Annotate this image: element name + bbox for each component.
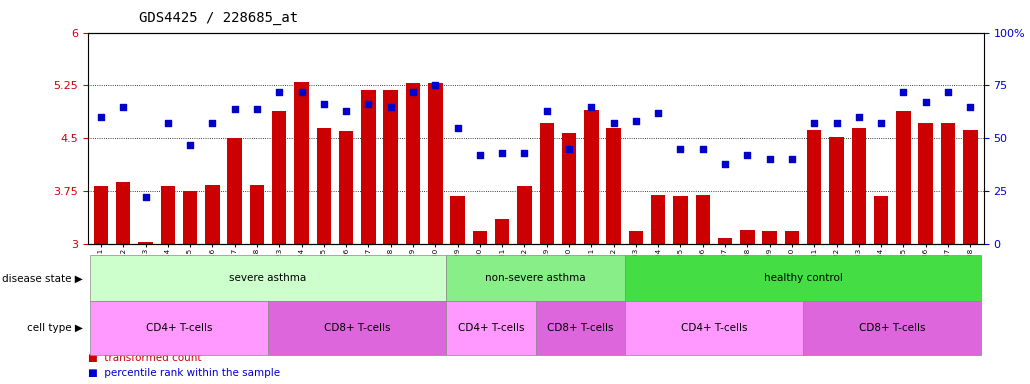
Point	[382, 104, 399, 110]
Text: GDS4425 / 228685_at: GDS4425 / 228685_at	[139, 11, 298, 25]
Text: ■  transformed count: ■ transformed count	[88, 353, 201, 363]
Bar	[406, 83, 420, 244]
Point	[539, 108, 555, 114]
Text: CD8+ T-cells: CD8+ T-cells	[324, 323, 390, 333]
Bar	[718, 238, 732, 244]
Point	[93, 114, 109, 120]
Point	[583, 104, 599, 110]
Point	[740, 152, 756, 158]
Bar	[762, 231, 777, 244]
Point	[918, 99, 934, 106]
Text: severe asthma: severe asthma	[230, 273, 307, 283]
Bar	[940, 123, 955, 244]
Bar	[116, 182, 131, 244]
Bar	[919, 123, 933, 244]
Point	[516, 150, 533, 156]
Text: healthy control: healthy control	[763, 273, 843, 283]
Bar	[94, 186, 108, 244]
Bar	[138, 242, 152, 244]
Point	[627, 118, 644, 124]
Bar	[852, 127, 866, 244]
Bar	[517, 186, 531, 244]
Bar	[161, 186, 175, 244]
Point	[650, 110, 666, 116]
Bar	[806, 130, 822, 244]
Text: CD4+ T-cells: CD4+ T-cells	[145, 323, 212, 333]
Point	[271, 89, 287, 95]
Bar	[339, 131, 353, 244]
Point	[360, 101, 377, 108]
Bar	[695, 195, 710, 244]
Bar	[272, 111, 286, 244]
Point	[115, 104, 132, 110]
Point	[160, 121, 176, 127]
Bar	[316, 127, 331, 244]
Bar	[473, 231, 487, 244]
Point	[315, 101, 332, 108]
Point	[472, 152, 488, 158]
Bar	[205, 185, 219, 244]
Bar	[829, 137, 844, 244]
Point	[673, 146, 689, 152]
Bar	[428, 83, 443, 244]
Bar	[741, 230, 755, 244]
Point	[717, 161, 733, 167]
Point	[405, 89, 421, 95]
Point	[606, 121, 622, 127]
Bar	[540, 123, 554, 244]
Bar	[674, 196, 688, 244]
Bar	[383, 90, 398, 244]
Point	[449, 124, 466, 131]
Bar	[873, 196, 888, 244]
Bar	[896, 111, 911, 244]
Point	[761, 156, 778, 162]
Bar	[183, 191, 198, 244]
Text: ■  percentile rank within the sample: ■ percentile rank within the sample	[88, 368, 280, 378]
Point	[494, 150, 511, 156]
Bar	[495, 219, 510, 244]
Bar	[362, 90, 376, 244]
Bar	[584, 110, 598, 244]
Point	[895, 89, 912, 95]
Bar	[651, 195, 665, 244]
Bar	[561, 132, 576, 244]
Point	[939, 89, 956, 95]
Text: CD4+ T-cells: CD4+ T-cells	[457, 323, 524, 333]
Bar	[450, 196, 465, 244]
Text: CD4+ T-cells: CD4+ T-cells	[681, 323, 747, 333]
Point	[828, 121, 845, 127]
Point	[560, 146, 577, 152]
Point	[227, 106, 243, 112]
Point	[338, 108, 354, 114]
Point	[872, 121, 889, 127]
Bar	[295, 82, 309, 244]
Text: non-severe asthma: non-severe asthma	[485, 273, 586, 283]
Point	[962, 104, 978, 110]
Bar	[249, 185, 265, 244]
Point	[806, 121, 823, 127]
Text: cell type ▶: cell type ▶	[27, 323, 82, 333]
Bar	[607, 127, 621, 244]
Point	[182, 142, 199, 148]
Text: CD8+ T-cells: CD8+ T-cells	[547, 323, 614, 333]
Bar	[785, 231, 799, 244]
Point	[137, 194, 153, 200]
Point	[294, 89, 310, 95]
Text: CD8+ T-cells: CD8+ T-cells	[859, 323, 926, 333]
Point	[204, 121, 220, 127]
Point	[427, 83, 444, 89]
Point	[784, 156, 800, 162]
Text: disease state ▶: disease state ▶	[2, 273, 82, 283]
Point	[694, 146, 711, 152]
Point	[851, 114, 867, 120]
Bar	[628, 231, 643, 244]
Point	[248, 106, 265, 112]
Bar	[228, 138, 242, 244]
Bar	[963, 130, 977, 244]
